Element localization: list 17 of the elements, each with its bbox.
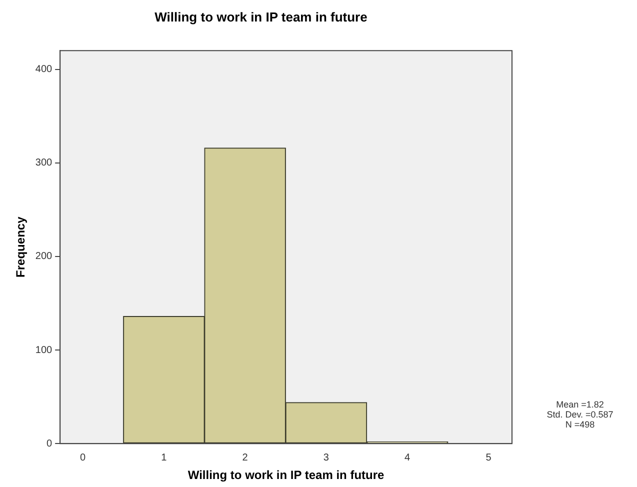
x-tick-label: 1 [161, 452, 168, 464]
text: Std. Dev. =0.587 [546, 409, 614, 420]
y-tick-label: 400 [35, 64, 53, 76]
text: N =498 [565, 419, 595, 430]
y-tick-label: 0 [46, 438, 53, 450]
y-tick-label: 100 [35, 344, 53, 356]
x-axis-title: Willing to work in IP team in future [188, 468, 385, 482]
x-tick-label: 5 [486, 452, 492, 464]
x-tick-label: 0 [80, 452, 86, 464]
y-tick-label: 200 [35, 251, 53, 262]
chart-title: Willing to work in IP team in future [154, 9, 368, 24]
x-tick-label: 4 [404, 452, 411, 464]
x-tick-label: 2 [242, 452, 248, 464]
y-tick-label: 300 [35, 158, 53, 169]
text: Mean =1.82 [556, 399, 604, 410]
y-axis-title: Frequency [14, 216, 28, 278]
x-tick-label: 3 [323, 452, 330, 464]
